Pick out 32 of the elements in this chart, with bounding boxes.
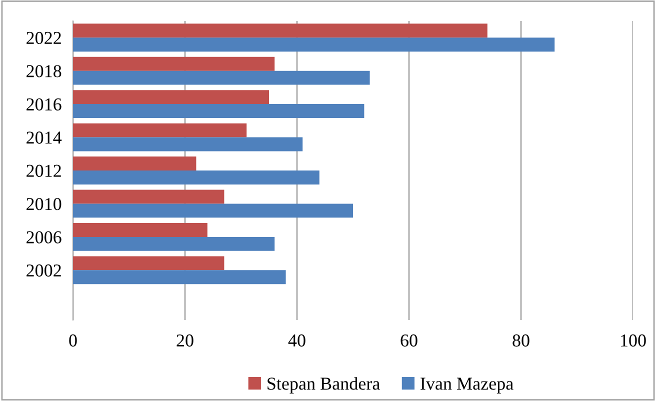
bar	[73, 190, 224, 204]
bar	[73, 222, 208, 237]
bar	[73, 256, 224, 270]
y-tick-label: 2006	[26, 231, 62, 244]
bar	[73, 24, 488, 38]
bar	[73, 236, 275, 251]
x-tick-label: 20	[176, 334, 194, 347]
bar	[73, 270, 286, 284]
y-tick-label: 2018	[26, 65, 62, 78]
bar	[73, 123, 247, 138]
bar	[73, 204, 353, 218]
legend-label: Stepan Bandera	[268, 377, 380, 394]
x-tick-label: 80	[512, 334, 530, 347]
y-tick-label: 2014	[26, 132, 62, 144]
x-tick-label: 0	[69, 334, 77, 347]
x-tick-label: 100	[621, 334, 646, 347]
legend-label: Ivan Mazepa	[420, 378, 514, 394]
y-tick-label: 2002	[26, 264, 61, 277]
bar	[73, 170, 320, 184]
bar	[73, 137, 303, 152]
y-tick-label: 2010	[26, 198, 62, 210]
x-tick-label: 40	[288, 334, 306, 347]
x-tick-label: 60	[400, 334, 418, 347]
bar	[73, 156, 196, 170]
bar	[73, 56, 275, 71]
y-tick-label: 2022	[26, 32, 61, 44]
bar	[73, 70, 370, 85]
y-tick-label: 2012	[26, 164, 61, 177]
bar	[73, 104, 364, 118]
y-tick-label: 2016	[26, 98, 62, 110]
bar	[73, 90, 269, 104]
bar	[73, 38, 555, 52]
